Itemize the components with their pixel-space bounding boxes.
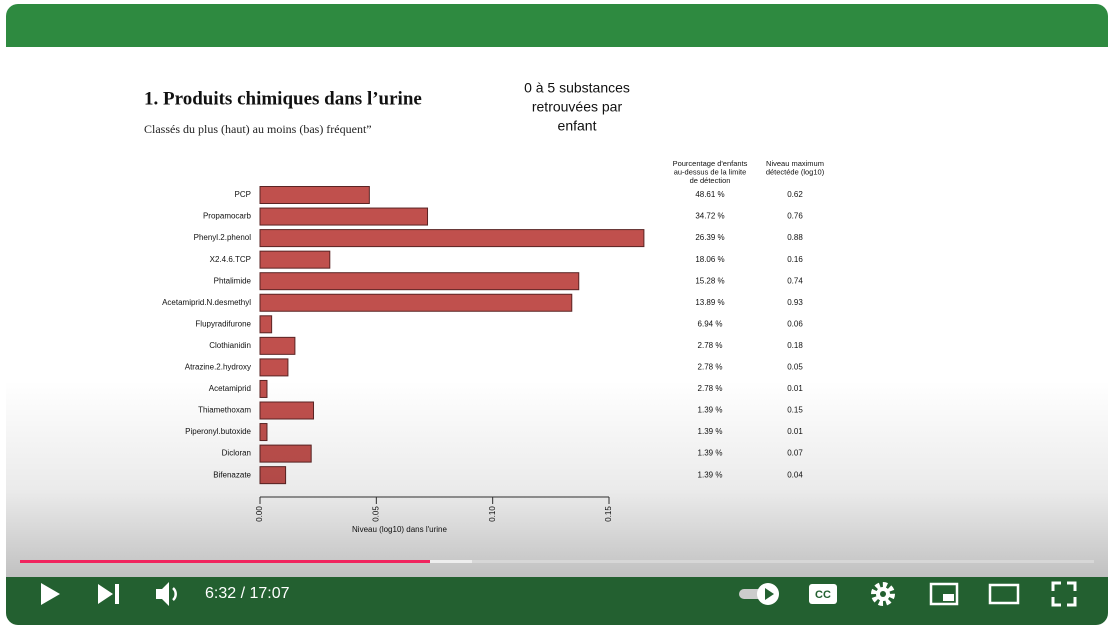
overlay-gradient <box>6 380 1108 580</box>
fullscreen-button[interactable] <box>1051 581 1077 607</box>
annotation: 0 à 5 substances <box>524 80 630 96</box>
bar <box>259 186 370 204</box>
progress-track[interactable] <box>20 560 1094 563</box>
table-cell: 15.28 % <box>695 276 724 285</box>
bar <box>259 336 296 355</box>
table-cell: 0.06 <box>787 319 803 328</box>
table-cell: 2.78 % <box>698 363 723 372</box>
control-bar <box>6 577 1108 625</box>
annotation: retrouvées par <box>532 99 623 115</box>
column-header: au-dessus de la limite <box>674 167 747 176</box>
column-header: Niveau maximum <box>766 159 824 168</box>
miniplayer-button[interactable] <box>929 582 959 606</box>
y-tick-label: Acetamiprid.N.desmethyl <box>162 298 251 307</box>
y-tick-label: X2.4.6.TCP <box>210 255 251 264</box>
captions-button[interactable]: CC <box>809 584 837 604</box>
y-tick-label: Flupyradifurone <box>195 319 251 328</box>
chart-subtitle: Classés du plus (haut) au moins (bas) fr… <box>144 122 372 136</box>
table-cell: 48.61 % <box>695 190 724 199</box>
svg-text:CC: CC <box>815 589 831 601</box>
chart: 1. Produits chimiques dans l’urine Classé… <box>144 80 825 534</box>
y-tick-label: Phtalimide <box>214 276 252 285</box>
table-cell: 2.78 % <box>698 341 723 350</box>
y-tick-label: Atrazine.2.hydroxy <box>185 363 251 372</box>
table-cell: 0.16 <box>787 255 803 264</box>
annotation: enfant <box>558 118 597 134</box>
chart-title: 1. Produits chimiques dans l’urine <box>144 88 422 109</box>
volume-button[interactable] <box>156 582 177 606</box>
autoplay-toggle[interactable] <box>739 583 779 605</box>
bar <box>259 315 273 334</box>
table-cell: 34.72 % <box>695 212 724 221</box>
y-tick-label: PCP <box>235 190 251 199</box>
theater-button[interactable] <box>988 583 1020 605</box>
column-header: de détection <box>690 176 731 185</box>
y-tick-label: Clothianidin <box>209 341 251 350</box>
table-cell: 0.93 <box>787 298 803 307</box>
slide-header-bar <box>6 4 1108 47</box>
table-cell: 18.06 % <box>695 255 724 264</box>
bar <box>259 207 429 226</box>
y-tick-label: Phenyl.2.phenol <box>194 233 252 242</box>
progress-played[interactable] <box>20 560 430 563</box>
next-button[interactable] <box>98 584 119 604</box>
bar <box>259 229 645 248</box>
bar <box>259 293 573 312</box>
bar <box>259 250 331 269</box>
table-cell: 0.88 <box>787 233 803 242</box>
y-tick-label: Propamocarb <box>203 212 252 221</box>
table-cell: 0.62 <box>787 190 803 199</box>
table-cell: 13.89 % <box>695 298 724 307</box>
table-cell: 0.18 <box>787 341 803 350</box>
bar <box>259 358 289 377</box>
table-cell: 0.76 <box>787 212 803 221</box>
bar <box>259 272 580 291</box>
table-cell: 6.94 % <box>698 319 723 328</box>
table-cell: 26.39 % <box>695 233 724 242</box>
play-button[interactable] <box>41 583 60 605</box>
settings-button[interactable] <box>871 582 895 606</box>
column-header: détectéde (log10) <box>766 167 825 176</box>
table-cell: 0.74 <box>787 276 803 285</box>
table-cell: 0.05 <box>787 363 803 372</box>
time-display: 6:32 / 17:07 <box>205 585 290 602</box>
column-header: Pourcentage d'enfants <box>673 159 748 168</box>
